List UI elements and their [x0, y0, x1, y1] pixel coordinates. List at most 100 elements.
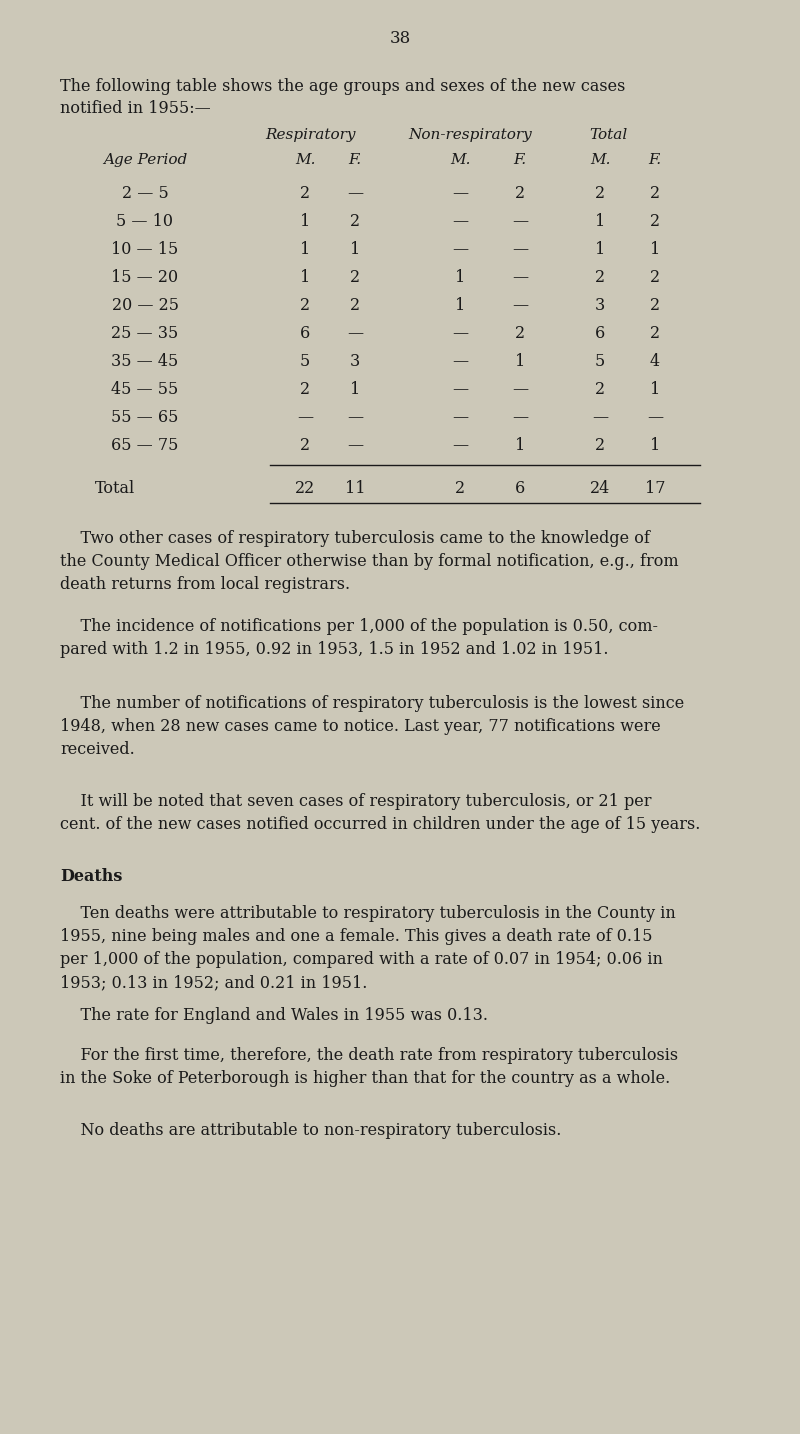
Text: —: — — [512, 241, 528, 258]
Text: 1: 1 — [455, 297, 465, 314]
Text: 2: 2 — [650, 270, 660, 285]
Text: 2: 2 — [515, 326, 525, 341]
Text: 5: 5 — [300, 353, 310, 370]
Text: 2: 2 — [650, 297, 660, 314]
Text: —: — — [347, 437, 363, 455]
Text: Total: Total — [589, 128, 627, 142]
Text: 2: 2 — [595, 437, 605, 455]
Text: —: — — [452, 214, 468, 229]
Text: 24: 24 — [590, 480, 610, 498]
Text: 6: 6 — [595, 326, 605, 341]
Text: Two other cases of respiratory tuberculosis came to the knowledge of: Two other cases of respiratory tuberculo… — [60, 531, 650, 546]
Text: F.: F. — [514, 153, 526, 166]
Text: 55 — 65: 55 — 65 — [111, 409, 178, 426]
Text: 15 — 20: 15 — 20 — [111, 270, 178, 285]
Text: 6: 6 — [515, 480, 525, 498]
Text: 2: 2 — [595, 185, 605, 202]
Text: 11: 11 — [345, 480, 366, 498]
Text: 25 — 35: 25 — 35 — [111, 326, 178, 341]
Text: 3: 3 — [350, 353, 360, 370]
Text: F.: F. — [649, 153, 662, 166]
Text: 4: 4 — [650, 353, 660, 370]
Text: Ten deaths were attributable to respiratory tuberculosis in the County in: Ten deaths were attributable to respirat… — [60, 905, 676, 922]
Text: 65 — 75: 65 — 75 — [111, 437, 178, 455]
Text: 1: 1 — [300, 214, 310, 229]
Text: —: — — [512, 297, 528, 314]
Text: The following table shows the age groups and sexes of the new cases: The following table shows the age groups… — [60, 77, 626, 95]
Text: 2: 2 — [515, 185, 525, 202]
Text: —: — — [452, 241, 468, 258]
Text: in the Soke of Peterborough is higher than that for the country as a whole.: in the Soke of Peterborough is higher th… — [60, 1070, 670, 1087]
Text: 1955, nine being males and one a female. This gives a death rate of 0.15: 1955, nine being males and one a female.… — [60, 928, 653, 945]
Text: 17: 17 — [645, 480, 666, 498]
Text: cent. of the new cases notified occurred in children under the age of 15 years.: cent. of the new cases notified occurred… — [60, 816, 700, 833]
Text: 1: 1 — [650, 241, 660, 258]
Text: —: — — [512, 270, 528, 285]
Text: 1: 1 — [300, 270, 310, 285]
Text: 45 — 55: 45 — 55 — [111, 381, 178, 399]
Text: 1: 1 — [595, 214, 605, 229]
Text: M.: M. — [450, 153, 470, 166]
Text: —: — — [347, 326, 363, 341]
Text: 5 — 10: 5 — 10 — [117, 214, 174, 229]
Text: 5: 5 — [595, 353, 605, 370]
Text: 1: 1 — [455, 270, 465, 285]
Text: received.: received. — [60, 741, 134, 759]
Text: 6: 6 — [300, 326, 310, 341]
Text: 1: 1 — [515, 353, 525, 370]
Text: Non-respiratory: Non-respiratory — [408, 128, 532, 142]
Text: 2: 2 — [300, 381, 310, 399]
Text: —: — — [512, 381, 528, 399]
Text: —: — — [512, 409, 528, 426]
Text: 1: 1 — [595, 241, 605, 258]
Text: Age Period: Age Period — [103, 153, 187, 166]
Text: The rate for England and Wales in 1955 was 0.13.: The rate for England and Wales in 1955 w… — [60, 1007, 488, 1024]
Text: —: — — [452, 409, 468, 426]
Text: 2: 2 — [595, 270, 605, 285]
Text: 3: 3 — [595, 297, 605, 314]
Text: 2: 2 — [595, 381, 605, 399]
Text: —: — — [452, 326, 468, 341]
Text: 1953; 0.13 in 1952; and 0.21 in 1951.: 1953; 0.13 in 1952; and 0.21 in 1951. — [60, 974, 367, 991]
Text: —: — — [452, 437, 468, 455]
Text: 2: 2 — [650, 185, 660, 202]
Text: per 1,000 of the population, compared with a rate of 0.07 in 1954; 0.06 in: per 1,000 of the population, compared wi… — [60, 951, 663, 968]
Text: The number of notifications of respiratory tuberculosis is the lowest since: The number of notifications of respirato… — [60, 695, 684, 713]
Text: death returns from local registrars.: death returns from local registrars. — [60, 576, 350, 594]
Text: the County Medical Officer otherwise than by formal notification, e.g., from: the County Medical Officer otherwise tha… — [60, 554, 678, 569]
Text: For the first time, therefore, the death rate from respiratory tuberculosis: For the first time, therefore, the death… — [60, 1047, 678, 1064]
Text: 2: 2 — [350, 270, 360, 285]
Text: 38: 38 — [390, 30, 410, 47]
Text: —: — — [452, 381, 468, 399]
Text: M.: M. — [294, 153, 315, 166]
Text: The incidence of notifications per 1,000 of the population is 0.50, com-: The incidence of notifications per 1,000… — [60, 618, 658, 635]
Text: —: — — [452, 353, 468, 370]
Text: 2 — 5: 2 — 5 — [122, 185, 168, 202]
Text: 2: 2 — [650, 214, 660, 229]
Text: Total: Total — [95, 480, 135, 498]
Text: —: — — [512, 214, 528, 229]
Text: M.: M. — [590, 153, 610, 166]
Text: It will be noted that seven cases of respiratory tuberculosis, or 21 per: It will be noted that seven cases of res… — [60, 793, 651, 810]
Text: —: — — [647, 409, 663, 426]
Text: 1: 1 — [350, 241, 360, 258]
Text: 2: 2 — [650, 326, 660, 341]
Text: 1: 1 — [515, 437, 525, 455]
Text: Deaths: Deaths — [60, 868, 122, 885]
Text: 2: 2 — [300, 297, 310, 314]
Text: 2: 2 — [300, 437, 310, 455]
Text: 2: 2 — [350, 297, 360, 314]
Text: 22: 22 — [295, 480, 315, 498]
Text: —: — — [592, 409, 608, 426]
Text: —: — — [297, 409, 313, 426]
Text: 1: 1 — [650, 437, 660, 455]
Text: 1: 1 — [300, 241, 310, 258]
Text: 10 — 15: 10 — 15 — [111, 241, 178, 258]
Text: 35 — 45: 35 — 45 — [111, 353, 178, 370]
Text: 2: 2 — [300, 185, 310, 202]
Text: 2: 2 — [350, 214, 360, 229]
Text: pared with 1.2 in 1955, 0.92 in 1953, 1.5 in 1952 and 1.02 in 1951.: pared with 1.2 in 1955, 0.92 in 1953, 1.… — [60, 641, 609, 658]
Text: F.: F. — [349, 153, 362, 166]
Text: Respiratory: Respiratory — [265, 128, 355, 142]
Text: 1: 1 — [650, 381, 660, 399]
